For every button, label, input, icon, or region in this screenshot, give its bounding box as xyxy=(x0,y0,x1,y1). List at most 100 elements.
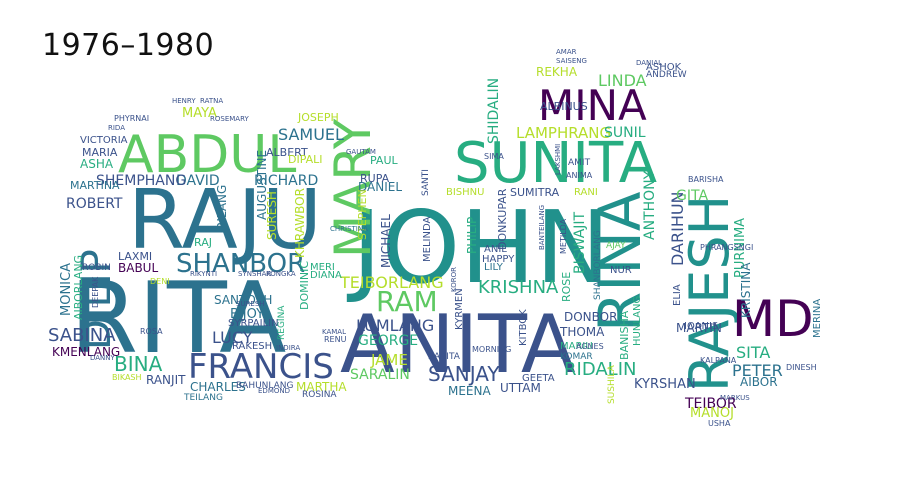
cloud-word: ANIL xyxy=(484,244,507,255)
cloud-word: KRISTINA xyxy=(739,262,753,318)
cloud-word: JOHN xyxy=(346,189,610,306)
cloud-word: USHA xyxy=(708,419,731,428)
cloud-word: GITA xyxy=(676,188,708,204)
cloud-word: RITA xyxy=(70,262,286,376)
cloud-word: ANIMA xyxy=(566,171,593,180)
cloud-word: MARTIN xyxy=(676,321,722,335)
cloud-word: REGINA xyxy=(277,305,287,340)
cloud-word: RANI xyxy=(574,187,598,198)
cloud-word: KAMAL xyxy=(322,328,346,336)
cloud-word: KITBOK xyxy=(518,309,529,346)
cloud-word: AIBORLANG xyxy=(72,255,85,320)
cloud-word: ROSE xyxy=(560,272,573,302)
cloud-word: BIKASH xyxy=(112,373,142,382)
cloud-word: DIPALI xyxy=(288,153,323,166)
cloud-word: ABDUL xyxy=(118,125,296,185)
cloud-word: RINA xyxy=(586,191,654,332)
cloud-word: RENU xyxy=(324,335,347,344)
cloud-word: SUMITRA xyxy=(510,186,560,199)
cloud-word: DEEPAK xyxy=(91,276,100,308)
cloud-word: SHANBORLANG xyxy=(593,230,603,300)
cloud-word: MARTHA xyxy=(296,380,347,394)
cloud-word: CHRISTINA xyxy=(330,225,368,233)
cloud-word: VICTORIA xyxy=(80,135,128,146)
cloud-word: ROSINA xyxy=(302,390,337,400)
cloud-word: LUCY xyxy=(212,328,253,347)
cloud-word: SANTOSH xyxy=(214,293,272,307)
cloud-word: ANITA xyxy=(340,298,576,391)
cloud-word: GAUTAM xyxy=(346,148,376,156)
cloud-word: SUSHILA xyxy=(607,364,617,404)
cloud-word: DENI xyxy=(150,277,170,286)
cloud-word: SHIDALIN xyxy=(486,78,502,144)
cloud-word: SYRPAILIN xyxy=(228,318,279,329)
cloud-word: ASHA xyxy=(80,157,114,171)
cloud-word: ELIA xyxy=(672,284,683,306)
cloud-word: AIBOR xyxy=(740,375,778,389)
cloud-word: DIANA xyxy=(310,270,342,281)
cloud-word: SABINA xyxy=(48,325,116,346)
cloud-word: SARALIN xyxy=(350,367,410,383)
cloud-word: BAHUNLANG xyxy=(236,381,294,391)
cloud-word: AMAR xyxy=(556,48,577,56)
cloud-word: RANJIT xyxy=(146,373,186,387)
cloud-word: DANIAL xyxy=(636,59,662,67)
cloud-word: AJAY xyxy=(606,241,626,251)
cloud-word: PHILIP xyxy=(465,217,479,254)
cloud-word: MARY xyxy=(324,118,382,258)
cloud-word: LAMPHRANG xyxy=(516,124,611,142)
cloud-word: PAUL xyxy=(370,154,399,167)
cloud-word: KRISHNA xyxy=(478,277,559,298)
cloud-word: RAKESH xyxy=(232,341,272,352)
cloud-word: RAJU xyxy=(128,173,322,268)
cloud-word: TEIBORLANG xyxy=(339,273,444,292)
cloud-word: NUR xyxy=(610,265,632,276)
cloud-word: LUMLANG xyxy=(356,316,434,335)
cloud-word: DANIEL xyxy=(358,180,402,194)
cloud-word: DOMINIC xyxy=(298,261,311,310)
cloud-word: RATNA xyxy=(200,97,223,105)
cloud-word: ROSA xyxy=(140,327,163,336)
cloud-word: MARIU xyxy=(560,341,593,352)
cloud-word: EDMOND xyxy=(258,387,290,395)
cloud-word: ALBERT xyxy=(266,146,308,159)
cloud-word: MARKUS xyxy=(720,394,750,402)
cloud-word: RAJ xyxy=(194,236,212,249)
cloud-word: BIJOY xyxy=(230,307,264,322)
cloud-word: ANDREW xyxy=(646,70,687,80)
cloud-word: MEENA xyxy=(448,384,491,398)
cloud-word: KMENLANG xyxy=(52,345,120,359)
cloud-word: BARISHA xyxy=(688,175,724,184)
cloud-word: SAMUEL xyxy=(278,125,344,144)
cloud-word: PHRANGSNGI xyxy=(700,243,753,252)
cloud-word: JAME xyxy=(370,351,408,369)
cloud-word: SUNIL xyxy=(604,125,646,141)
cloud-word: SYNSHAR xyxy=(238,270,271,278)
cloud-word: RAJESH xyxy=(678,195,741,392)
cloud-word: GEORGE xyxy=(358,333,418,349)
cloud-word: KOROR xyxy=(450,267,458,292)
cloud-word: SANJAY xyxy=(428,362,500,386)
cloud-word: PURNIMA xyxy=(733,218,748,278)
cloud-word: IOANIS xyxy=(684,321,718,332)
cloud-word: RIDALIN xyxy=(564,359,636,380)
cloud-word: SITA xyxy=(736,343,770,362)
cloud-word: DANNY xyxy=(90,354,116,362)
cloud-word: MARIA xyxy=(82,146,118,159)
cloud-word: PHYRNAI xyxy=(114,114,149,123)
cloud-word: MERI xyxy=(310,262,335,273)
page-title: 1976–1980 xyxy=(42,28,215,63)
cloud-word: DARIHUN xyxy=(668,191,687,266)
cloud-word: MD xyxy=(732,290,814,348)
cloud-word: METILDA xyxy=(559,218,568,254)
cloud-word: FRANCIS xyxy=(188,347,334,387)
cloud-word: LILY xyxy=(484,262,504,273)
cloud-word: RUPA xyxy=(360,172,390,185)
cloud-word: BINA xyxy=(114,352,163,376)
cloud-word: HENRY xyxy=(172,97,196,105)
cloud-word: SAISENG xyxy=(556,57,587,65)
cloud-word: MELINDA xyxy=(422,217,433,262)
cloud-word: SIMA xyxy=(484,152,504,161)
cloud-word: RIKYNTI xyxy=(190,270,217,278)
